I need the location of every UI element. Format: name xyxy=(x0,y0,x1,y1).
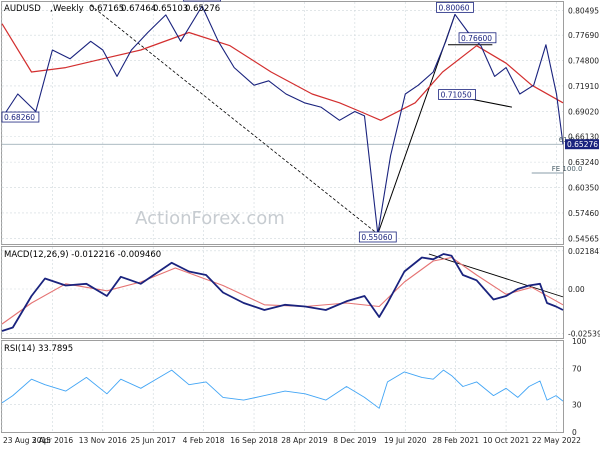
rsi-tick-label: 100 xyxy=(572,337,587,346)
rsi-panel xyxy=(1,369,564,409)
price-annotation-box xyxy=(183,0,221,2)
price-annotation-box xyxy=(458,32,497,44)
x-tick-label: 3 Apr 2016 xyxy=(32,436,74,445)
price-header-timeframe: Weekly xyxy=(53,4,84,14)
rsi-tick-label: 0 xyxy=(572,428,577,437)
macd-tick-label: 0.00 xyxy=(568,285,585,294)
grid-layer xyxy=(1,2,563,432)
price-line xyxy=(1,5,564,235)
x-tick-label: 16 Sep 2018 xyxy=(230,436,278,445)
macd-line xyxy=(1,253,564,332)
price-panel: 0.68260 0.81350 0.80060 0.76600 0.71050 0.550… xyxy=(1,0,583,243)
price-annotation-box xyxy=(436,1,474,13)
price-annotation-label: 0.71050 xyxy=(441,91,472,100)
price-tick-label: 0.69020 xyxy=(568,107,599,116)
x-tick-label: 28 Feb 2021 xyxy=(432,436,479,445)
price-tick-label: 0.54565 xyxy=(568,234,599,243)
price-tick-label: 0.74800 xyxy=(568,57,599,66)
macd-panel-frame xyxy=(1,246,564,339)
y-axis-labels: 0.80495 0.77690 0.74800 0.71910 0.69020 0.661… xyxy=(565,7,600,437)
price-tick-label: 0.77690 xyxy=(568,31,599,40)
rsi-panel-frame xyxy=(1,340,564,433)
price-tick-label: 0.80495 xyxy=(568,7,599,16)
watermark: ActionForex.com xyxy=(135,208,285,229)
price-header-open: 0.67165 xyxy=(89,4,124,14)
rsi-line xyxy=(1,369,564,409)
price-annotation-label: 0.81350 xyxy=(186,0,217,1)
price-annotation-label: 0.68260 xyxy=(4,113,35,122)
x-tick-label: 10 Oct 2021 xyxy=(483,436,530,445)
x-tick-label: 25 Jun 2017 xyxy=(131,436,176,445)
macd-tick-label: 0.021841 xyxy=(568,247,600,256)
moving-average-line xyxy=(1,23,564,121)
fib-annotation-label: FE 100.0 xyxy=(552,165,583,173)
price-tick-label: 0.66130 xyxy=(568,133,599,142)
price-tick-label: 0.60350 xyxy=(568,184,599,193)
x-tick-label: 4 Feb 2018 xyxy=(183,436,225,445)
x-tick-label: 28 Apr 2019 xyxy=(281,436,328,445)
macd-signal-line xyxy=(1,256,564,325)
rsi-header: RSI(14) 33.7895 xyxy=(4,344,73,354)
price-annotation-box xyxy=(438,89,476,100)
x-tick-label: 22 May 2022 xyxy=(532,436,581,445)
price-annotation-label: 0.55060 xyxy=(361,233,392,242)
macd-trendline xyxy=(428,253,564,298)
macd-tick-label: -0.025398 xyxy=(568,329,600,338)
x-tick-label: 19 Jul 2020 xyxy=(384,436,427,445)
price-panel-frame xyxy=(1,1,564,245)
price-annotation-label: 0.80060 xyxy=(439,3,470,12)
price-annotation-box xyxy=(1,111,40,123)
current-price-marker xyxy=(565,139,599,150)
price-header-high: 0.67464 xyxy=(121,4,156,14)
macd-header: MACD(12,26,9) -0.012216 -0.009460 xyxy=(4,250,161,260)
rsi-tick-label: 30 xyxy=(572,401,582,410)
price-header-dot: , xyxy=(50,4,53,14)
x-tick-label: 13 Nov 2016 xyxy=(79,436,127,445)
price-header-symbol: AUDUSD xyxy=(4,4,41,14)
price-annotation-box xyxy=(358,231,397,243)
current-price-label: 0.65276 xyxy=(567,140,598,149)
price-tick-label: 0.71910 xyxy=(568,82,599,91)
price-header-close: 0.65276 xyxy=(185,4,220,14)
price-tick-label: 0.57460 xyxy=(568,209,599,218)
macd-panel xyxy=(1,253,564,332)
price-annotation-label: 0.76600 xyxy=(461,34,492,43)
price-header-low: 0.65103 xyxy=(153,4,188,14)
dashed-trendline xyxy=(90,4,379,235)
price-tick-label: 0.63240 xyxy=(568,158,599,167)
x-tick-label: 23 Aug 2015 xyxy=(3,436,51,445)
x-tick-label: 8 Dec 2019 xyxy=(333,436,376,445)
rsi-tick-label: 70 xyxy=(572,364,582,373)
